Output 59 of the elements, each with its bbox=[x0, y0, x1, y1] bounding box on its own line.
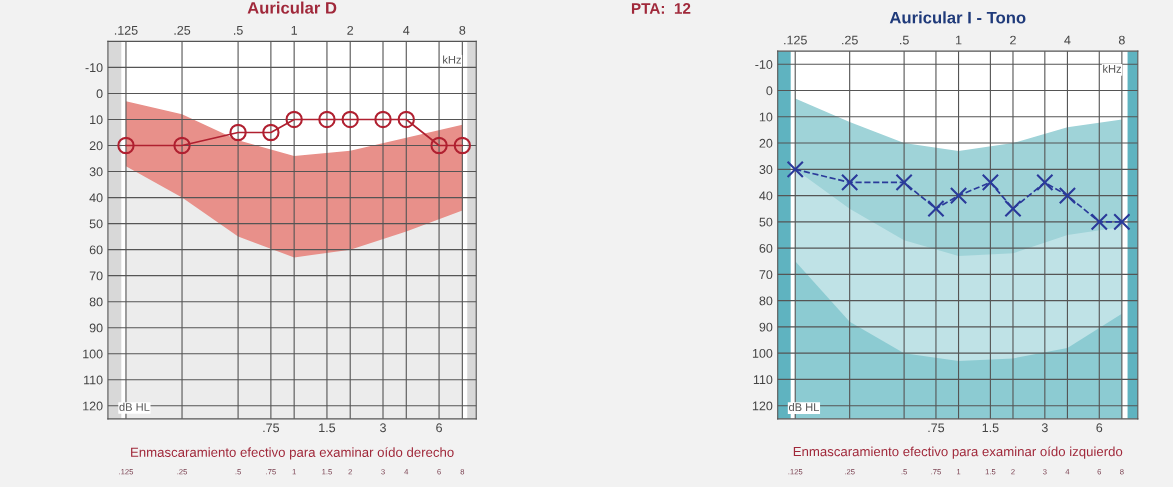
y-tick-label: 80 bbox=[759, 296, 773, 306]
text: .5 bbox=[900, 35, 909, 45]
y-tick-label: -10 bbox=[755, 60, 773, 69]
text: 1.5 bbox=[319, 423, 336, 433]
text: .5 bbox=[234, 26, 243, 35]
y-tick-label: 30 bbox=[759, 165, 773, 174]
text: .75 bbox=[263, 423, 280, 433]
y-tick-label: 60 bbox=[89, 245, 103, 255]
y-tick-label: 100 bbox=[752, 348, 773, 358]
y-tick-label: -10 bbox=[85, 63, 103, 73]
y-tick-label: 90 bbox=[89, 323, 103, 333]
text: PTA: 12 bbox=[631, 3, 691, 14]
y-tick-label: 50 bbox=[759, 217, 773, 227]
text: .125 bbox=[114, 25, 138, 35]
y-tick-label: 40 bbox=[89, 193, 103, 203]
y-tick-label: 110 bbox=[84, 375, 103, 385]
y-tick-label: 20 bbox=[89, 141, 103, 151]
text: .125 bbox=[784, 35, 807, 45]
y-tick-label: 50 bbox=[89, 219, 103, 229]
annotation: dB HL bbox=[788, 402, 820, 412]
annotation: kHz bbox=[443, 55, 461, 64]
y-tick-label: 70 bbox=[89, 271, 103, 281]
text: 1 bbox=[956, 35, 962, 45]
y-tick-label: 0 bbox=[96, 89, 103, 99]
y-tick-label: 100 bbox=[83, 349, 103, 359]
y-tick-label: 80 bbox=[89, 297, 103, 307]
y-tick-label: 40 bbox=[759, 191, 773, 201]
text: 6 bbox=[1096, 423, 1103, 433]
text: 4 bbox=[403, 26, 410, 35]
annotation: dB HL bbox=[119, 402, 150, 411]
x-axis-title: Enmascaramiento efectivo para examinar oído derecho bbox=[131, 447, 454, 460]
y-tick-label: 20 bbox=[759, 138, 773, 148]
y-tick-label: 90 bbox=[759, 322, 773, 332]
y-tick-label: 0 bbox=[766, 86, 773, 96]
annotation: kHz bbox=[1103, 64, 1122, 73]
y-tick-label: 120 bbox=[83, 401, 103, 411]
x-axis-title: Enmascaramiento efectivo para examinar oído izquierdo bbox=[793, 446, 1123, 459]
y-tick-label: 30 bbox=[89, 167, 103, 177]
y-tick-label: 10 bbox=[90, 115, 103, 125]
text: 3 bbox=[1041, 423, 1048, 433]
chart-title: Auricular D bbox=[247, 1, 337, 14]
text: 3 bbox=[380, 423, 386, 433]
text: .25 bbox=[174, 25, 191, 35]
y-tick-label: 10 bbox=[759, 112, 773, 122]
text: 2 bbox=[347, 25, 354, 35]
text: 8 bbox=[459, 25, 466, 35]
text: 4 bbox=[1064, 35, 1071, 45]
text: .25 bbox=[842, 35, 858, 45]
y-tick-label: 120 bbox=[752, 401, 773, 411]
text: 8 bbox=[1118, 35, 1125, 45]
text: .75 bbox=[928, 423, 945, 433]
chart-title: Auricular I - Tono bbox=[889, 11, 1026, 24]
y-tick-label: 60 bbox=[759, 243, 773, 253]
text: 1.5 bbox=[982, 423, 999, 433]
text: 1 bbox=[291, 26, 298, 35]
y-tick-label: 70 bbox=[759, 270, 773, 280]
text: 2 bbox=[1010, 35, 1016, 45]
y-tick-label: 110 bbox=[753, 375, 773, 385]
text: 6 bbox=[436, 423, 442, 433]
